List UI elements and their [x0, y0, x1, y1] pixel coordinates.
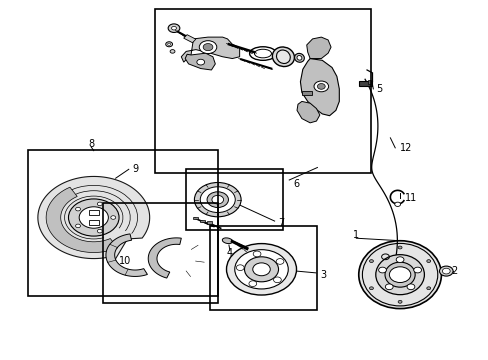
Ellipse shape [222, 238, 232, 244]
Ellipse shape [272, 47, 294, 67]
Bar [193, 217, 198, 219]
Circle shape [406, 284, 414, 290]
Circle shape [252, 263, 270, 276]
Ellipse shape [358, 241, 441, 309]
Text: 1: 1 [352, 230, 359, 240]
Circle shape [378, 267, 386, 273]
Circle shape [313, 81, 328, 92]
Text: 3: 3 [319, 270, 325, 280]
Circle shape [165, 42, 172, 47]
Circle shape [197, 59, 204, 65]
Bar [206, 221, 211, 224]
Bar [89, 210, 99, 215]
Circle shape [97, 229, 102, 233]
Circle shape [397, 246, 401, 249]
Ellipse shape [276, 50, 290, 63]
Bar [103, 203, 217, 303]
Circle shape [442, 268, 449, 274]
Circle shape [253, 251, 261, 257]
Text: 6: 6 [292, 179, 299, 189]
Circle shape [413, 267, 421, 273]
Circle shape [426, 260, 430, 262]
Ellipse shape [375, 255, 424, 295]
Circle shape [369, 260, 373, 262]
Circle shape [206, 192, 228, 207]
Text: 10: 10 [119, 256, 131, 266]
Circle shape [234, 249, 287, 289]
Circle shape [439, 266, 452, 276]
Circle shape [111, 216, 116, 219]
Bar [89, 220, 99, 225]
Circle shape [199, 41, 216, 54]
Polygon shape [38, 176, 149, 263]
Circle shape [170, 50, 175, 53]
Polygon shape [181, 37, 239, 62]
Text: 2: 2 [450, 266, 456, 276]
Bar [186, 169, 283, 230]
Polygon shape [106, 234, 147, 276]
Circle shape [395, 257, 403, 262]
Polygon shape [306, 37, 330, 59]
Bar [367, 80, 371, 84]
Circle shape [388, 267, 410, 283]
Circle shape [211, 195, 223, 204]
Polygon shape [46, 187, 117, 252]
Polygon shape [185, 53, 215, 70]
Bar [210, 226, 317, 310]
Polygon shape [300, 59, 339, 116]
Circle shape [244, 257, 278, 282]
Text: 5: 5 [375, 84, 381, 94]
Polygon shape [148, 238, 181, 278]
Ellipse shape [296, 55, 301, 60]
Bar [200, 220, 204, 222]
Text: 12: 12 [399, 143, 411, 153]
Text: 11: 11 [404, 193, 416, 203]
Circle shape [394, 202, 400, 206]
Circle shape [76, 207, 81, 211]
Circle shape [248, 281, 256, 287]
Circle shape [385, 284, 392, 290]
Circle shape [369, 287, 373, 290]
Circle shape [68, 199, 119, 236]
Circle shape [276, 258, 284, 264]
Circle shape [426, 287, 430, 290]
Circle shape [76, 224, 81, 228]
Circle shape [194, 183, 241, 217]
Text: 8: 8 [88, 139, 94, 149]
Bar [358, 81, 372, 86]
Circle shape [97, 202, 102, 206]
Ellipse shape [294, 53, 304, 62]
Polygon shape [296, 102, 319, 123]
Text: 9: 9 [132, 164, 139, 174]
Bar [28, 150, 217, 296]
Circle shape [168, 24, 180, 32]
Circle shape [273, 277, 281, 283]
Circle shape [397, 300, 401, 303]
Circle shape [203, 44, 212, 51]
Circle shape [167, 43, 170, 45]
Bar [183, 35, 195, 43]
Bar [154, 9, 370, 173]
Circle shape [226, 244, 296, 295]
Circle shape [171, 26, 176, 30]
Bar [301, 91, 311, 95]
Text: 7: 7 [278, 218, 284, 228]
Circle shape [79, 207, 108, 228]
Text: 4: 4 [226, 248, 232, 258]
Circle shape [200, 187, 235, 212]
Ellipse shape [384, 262, 414, 287]
Circle shape [317, 84, 325, 89]
Circle shape [236, 265, 244, 270]
